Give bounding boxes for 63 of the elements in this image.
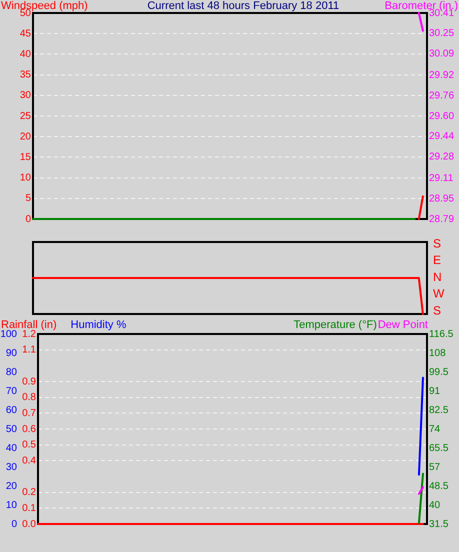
y2-tick-label: 28.79 [429, 214, 454, 225]
y-tick-label: 25 [20, 110, 32, 122]
y3-tick-label: 0 [11, 518, 18, 530]
y2-tick-label: 48.5 [429, 480, 449, 492]
y2-tick-label: 40 [429, 500, 441, 511]
y3-tick-label: 90 [6, 348, 18, 359]
y-tick-label: 0.5 [22, 440, 36, 451]
y-tick-label: 0.9 [22, 376, 36, 388]
y-tick-label: 10 [20, 172, 32, 184]
y3-tick-label: 80 [6, 366, 18, 378]
y-tick-label: 45 [20, 28, 32, 40]
y-tick-label: 1.1 [22, 344, 36, 356]
text: Dew Point [378, 319, 428, 332]
y3-tick-label: 60 [6, 404, 18, 416]
y3-tick-label: 50 [6, 424, 18, 435]
y2-tick-label: 65.5 [429, 442, 449, 454]
y3-tick-label: 30 [6, 462, 18, 473]
y3-tick-label: 10 [6, 500, 18, 511]
y-tick-label: 35 [20, 70, 32, 81]
text: S [433, 236, 442, 250]
y2-tick-label: 82.5 [429, 404, 449, 416]
y3-tick-label: 70 [6, 386, 18, 397]
y2-tick-label: 29.92 [429, 70, 454, 82]
y2-tick-label: 91 [429, 386, 441, 397]
y-tick-label: 0.8 [22, 392, 36, 404]
y-tick-label: 1.2 [22, 328, 36, 340]
text: Humidity % [70, 319, 126, 332]
text: N [433, 270, 442, 284]
y-tick-label: 0.6 [22, 424, 36, 435]
y-axis-title: Rainfall (in) [1, 319, 57, 332]
y-tick-label: 40 [20, 48, 32, 60]
y2-tick-label: 29.44 [429, 131, 454, 142]
y3-tick-label: 40 [6, 442, 18, 454]
y2-tick-label: 29.76 [429, 90, 454, 102]
y-tick-label: 5 [25, 193, 32, 204]
y2-tick-label: 116.5 [429, 328, 454, 340]
y2-tick-label: 99.5 [429, 366, 449, 378]
y2-tick-label: 31.5 [429, 518, 449, 530]
y2-tick-label: 74 [429, 424, 441, 435]
text: E [433, 253, 442, 268]
y-tick-label: 30 [20, 90, 32, 102]
chart-title: Current last 48 hours February 18 2011 [147, 0, 340, 12]
y3-tick-label: 20 [6, 480, 18, 492]
y-tick-label: 0.4 [22, 455, 36, 466]
y-tick-label: 0 [25, 214, 32, 225]
y2-tick-label: 57 [429, 462, 441, 473]
text: W [433, 286, 445, 301]
y3-tick-label: 100 [0, 328, 18, 340]
y2-axis-title: Temperature (°F) [294, 319, 377, 332]
y2-tick-label: 30.09 [429, 48, 454, 60]
y-tick-label: 0.7 [22, 408, 36, 419]
y2-tick-label: 29.28 [429, 151, 454, 162]
y-tick-label: 0.0 [22, 518, 36, 530]
y2-tick-label: 29.11 [429, 173, 454, 184]
y2-tick-label: 28.95 [429, 193, 454, 204]
y-tick-label: 0.1 [22, 502, 36, 514]
y2-tick-label: 108 [429, 348, 446, 359]
y-tick-label: 0.2 [22, 487, 36, 498]
text: S [433, 303, 442, 318]
y2-tick-label: 29.60 [429, 110, 454, 122]
y-tick-label: 20 [20, 131, 32, 142]
y2-tick-label: 30.25 [429, 28, 454, 40]
y-tick-label: 15 [20, 152, 32, 163]
